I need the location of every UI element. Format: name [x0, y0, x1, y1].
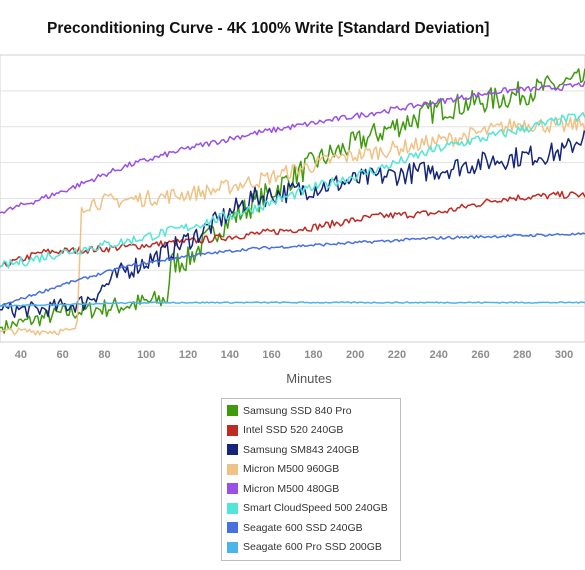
legend-item: Smart CloudSpeed 500 240GB: [222, 499, 400, 519]
x-tick-label: 200: [346, 349, 364, 361]
legend-label: Intel SSD 520 240GB: [243, 424, 344, 437]
legend-label: Samsung SM843 240GB: [243, 443, 360, 456]
legend-label: Seagate 600 SSD 240GB: [243, 521, 363, 534]
x-tick-label: 120: [179, 349, 197, 361]
x-tick-label: 280: [513, 349, 531, 361]
legend-swatch: [227, 522, 238, 534]
x-axis-title: Minutes: [286, 371, 332, 386]
legend-item: Intel SSD 520 240GB: [222, 421, 400, 441]
x-tick-label: 60: [57, 349, 69, 361]
legend-label: Micron M500 960GB: [243, 463, 340, 476]
legend-item: Micron M500 480GB: [222, 479, 400, 499]
legend-item: Seagate 600 Pro SSD 200GB: [222, 538, 400, 558]
series-line-1: [0, 190, 585, 268]
series-line-4: [0, 80, 585, 214]
legend-label: Samsung SSD 840 Pro: [243, 404, 352, 417]
legend-swatch: [227, 483, 238, 495]
legend-swatch: [227, 444, 238, 456]
x-tick-label: 140: [221, 349, 239, 361]
legend-item: Seagate 600 SSD 240GB: [222, 518, 400, 538]
x-tick-label: 160: [262, 349, 280, 361]
chart-title: Preconditioning Curve - 4K 100% Write [S…: [47, 20, 490, 37]
legend: Samsung SSD 840 Pro Intel SSD 520 240GB Sa…: [221, 398, 401, 561]
x-tick-label: 40: [15, 349, 27, 361]
series-line-7: [0, 301, 585, 308]
legend-swatch: [227, 424, 238, 436]
x-tick-label: 80: [98, 349, 110, 361]
legend-swatch: [227, 502, 238, 514]
legend-swatch: [227, 463, 238, 475]
legend-item: Samsung SSD 840 Pro: [222, 401, 400, 421]
legend-swatch: [227, 405, 238, 417]
x-tick-label: 220: [388, 349, 406, 361]
series-line-3: [0, 115, 585, 336]
series-line-5: [0, 111, 585, 269]
x-tick-label: 180: [304, 349, 322, 361]
x-tick-labels: 40 60 80 100 120 140 160 180 200 220 240 260 280 300: [15, 349, 574, 361]
series-line-6: [0, 232, 585, 307]
series-line-2: [0, 127, 585, 319]
x-tick-label: 240: [430, 349, 448, 361]
series-lines: [0, 68, 585, 336]
legend-label: Seagate 600 Pro SSD 200GB: [243, 541, 382, 554]
legend-item: Samsung SM843 240GB: [222, 440, 400, 460]
legend-label: Micron M500 480GB: [243, 482, 340, 495]
x-tick-label: 260: [471, 349, 489, 361]
series-line-0: [0, 68, 585, 334]
legend-swatch: [227, 541, 238, 553]
legend-label: Smart CloudSpeed 500 240GB: [243, 502, 388, 515]
legend-item: Micron M500 960GB: [222, 460, 400, 480]
x-tick-label: 100: [137, 349, 155, 361]
x-tick-label: 300: [555, 349, 573, 361]
